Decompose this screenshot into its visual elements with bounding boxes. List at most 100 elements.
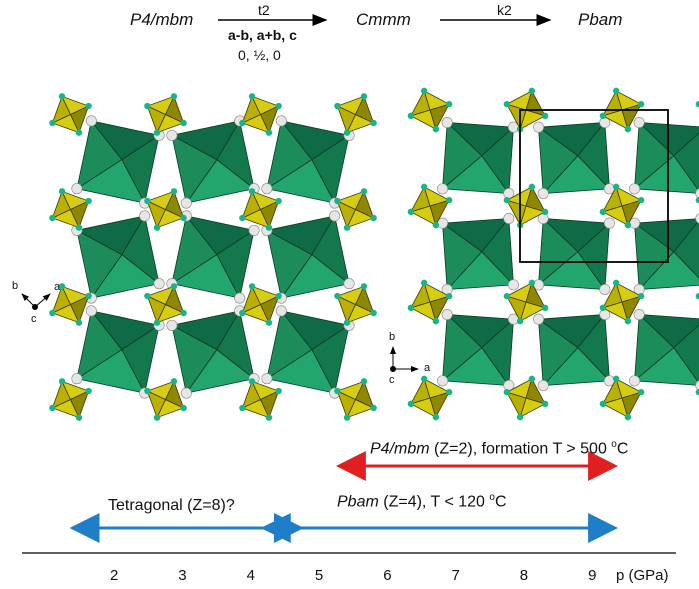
tetrahedral-corner-atom	[541, 400, 549, 408]
range-label-pbam: Pbam (Z=4), T < 120 oC	[337, 492, 507, 511]
octahedral-corner-atom	[533, 121, 545, 133]
tetrahedral-corner-atom	[360, 283, 368, 290]
space-group-pbam: Pbam	[578, 10, 623, 29]
octahedron-face	[311, 134, 350, 205]
arrow2-top-label: k2	[497, 2, 512, 18]
tetrahedron-face	[164, 190, 185, 219]
tetrahedral-corner-atom	[420, 87, 428, 95]
left-structure-p4mbm	[49, 93, 377, 421]
tetrahedral-corner-atom	[360, 93, 368, 100]
octahedral-corner-atom	[85, 115, 97, 127]
tetrahedral-corner-atom	[612, 183, 620, 191]
tetrahedral-corner-atom	[445, 196, 453, 204]
tetrahedral-corner-atom	[265, 319, 273, 326]
octahedral-corner-atom	[537, 187, 549, 199]
tetrahedral-corner-atom	[49, 214, 56, 222]
octahedral-corner-atom	[507, 279, 519, 291]
tetrahedral-corner-atom	[170, 283, 178, 290]
tetrahedral-corner-atom	[541, 112, 549, 120]
octahedron-face	[216, 119, 255, 190]
tetrahedral-corner-atom	[265, 414, 273, 421]
tetrahedral-corner-atom	[170, 188, 178, 195]
tetrahedral-corner-atom	[432, 221, 440, 229]
octahedral-corner-atom	[533, 313, 545, 325]
tetrahedral-corner-atom	[170, 378, 178, 385]
octahedral-corner-atom	[629, 375, 641, 387]
pressure-tick-label: 5	[314, 567, 324, 584]
tetrahedral-corner-atom	[239, 309, 246, 317]
tetrahedral-corner-atom	[637, 388, 645, 396]
tetrahedron-face	[259, 390, 280, 419]
octahedron-face	[673, 132, 699, 192]
tetrahedron-face	[621, 199, 642, 227]
left-axis-a-label: a	[54, 281, 61, 293]
octahedral-corner-atom	[261, 183, 273, 195]
pressure-tick-label: 3	[178, 567, 187, 584]
tetrahedral-corner-atom	[58, 283, 66, 290]
tetrahedral-corner-atom	[75, 129, 83, 136]
tetrahedral-corner-atom	[58, 188, 66, 195]
octahedron-face	[311, 214, 350, 285]
tetrahedral-corner-atom	[144, 197, 151, 205]
pressure-tick-label: 6	[383, 567, 392, 584]
octahedral-corner-atom	[633, 309, 645, 321]
tetrahedral-corner-atom	[49, 309, 56, 317]
octahedral-corner-atom	[633, 117, 645, 129]
tetrahedral-corner-atom	[248, 93, 256, 100]
tetrahedral-corner-atom	[58, 93, 66, 100]
octahedral-corner-atom	[503, 213, 515, 225]
tetrahedral-corner-atom	[144, 387, 151, 395]
left-a-axis	[34, 293, 51, 308]
tetrahedral-corner-atom	[503, 196, 511, 204]
tetrahedral-corner-atom	[445, 100, 453, 108]
tetrahedral-corner-atom	[624, 125, 632, 133]
octahedral-corner-atom	[343, 278, 355, 290]
tetrahedral-corner-atom	[180, 404, 187, 412]
tetrahedral-corner-atom	[153, 129, 161, 136]
tetrahedron-face	[621, 295, 642, 323]
octahedral-corner-atom	[603, 217, 615, 229]
octahedral-corner-atom	[248, 224, 260, 236]
tetrahedral-corner-atom	[180, 309, 187, 317]
left-axis-c-label: c	[31, 313, 37, 325]
tetrahedral-corner-atom	[343, 414, 351, 421]
tetrahedral-corner-atom	[599, 304, 607, 312]
octahedron-face	[481, 126, 514, 195]
arrow1-transform-label: a-b, a+b, c	[228, 27, 297, 43]
octahedron-face	[673, 324, 699, 384]
right-axis-b-label: b	[389, 331, 396, 343]
tetrahedron-face	[429, 391, 450, 419]
arrow1-origin-label: 0, ½, 0	[238, 47, 281, 63]
tetrahedral-corner-atom	[239, 404, 246, 412]
octahedral-corner-atom	[441, 117, 453, 129]
tetrahedron-face	[429, 103, 450, 131]
octahedron-face	[121, 324, 160, 395]
tetrahedral-corner-atom	[239, 119, 246, 127]
space-group-p4mbm: P4/mbm	[130, 10, 194, 29]
octahedral-corner-atom	[629, 183, 641, 195]
tetrahedral-corner-atom	[420, 375, 428, 383]
octahedral-corner-atom	[275, 305, 287, 317]
tetrahedral-corner-atom	[248, 378, 256, 385]
tetrahedral-corner-atom	[612, 375, 620, 383]
space-group-cmmm: Cmmm	[356, 10, 411, 29]
tetrahedral-corner-atom	[85, 197, 92, 205]
tetrahedral-corner-atom	[239, 214, 246, 222]
tetrahedral-corner-atom	[695, 388, 699, 396]
octahedral-corner-atom	[599, 283, 611, 295]
tetrahedral-corner-atom	[360, 378, 368, 385]
arrow1-top-label: t2	[258, 2, 270, 18]
tetrahedral-corner-atom	[432, 125, 440, 133]
octahedron-face	[216, 309, 255, 380]
tetrahedral-corner-atom	[445, 388, 453, 396]
tetrahedral-corner-atom	[624, 413, 632, 421]
tetrahedral-corner-atom	[343, 129, 351, 136]
pbam-unit-cell	[519, 109, 669, 263]
tetrahedral-corner-atom	[528, 183, 536, 191]
tetrahedral-corner-atom	[334, 197, 341, 205]
tetrahedral-corner-atom	[85, 387, 92, 395]
tetrahedral-corner-atom	[407, 400, 415, 408]
tetrahedral-corner-atom	[75, 414, 83, 421]
tetrahedral-corner-atom	[528, 87, 536, 95]
